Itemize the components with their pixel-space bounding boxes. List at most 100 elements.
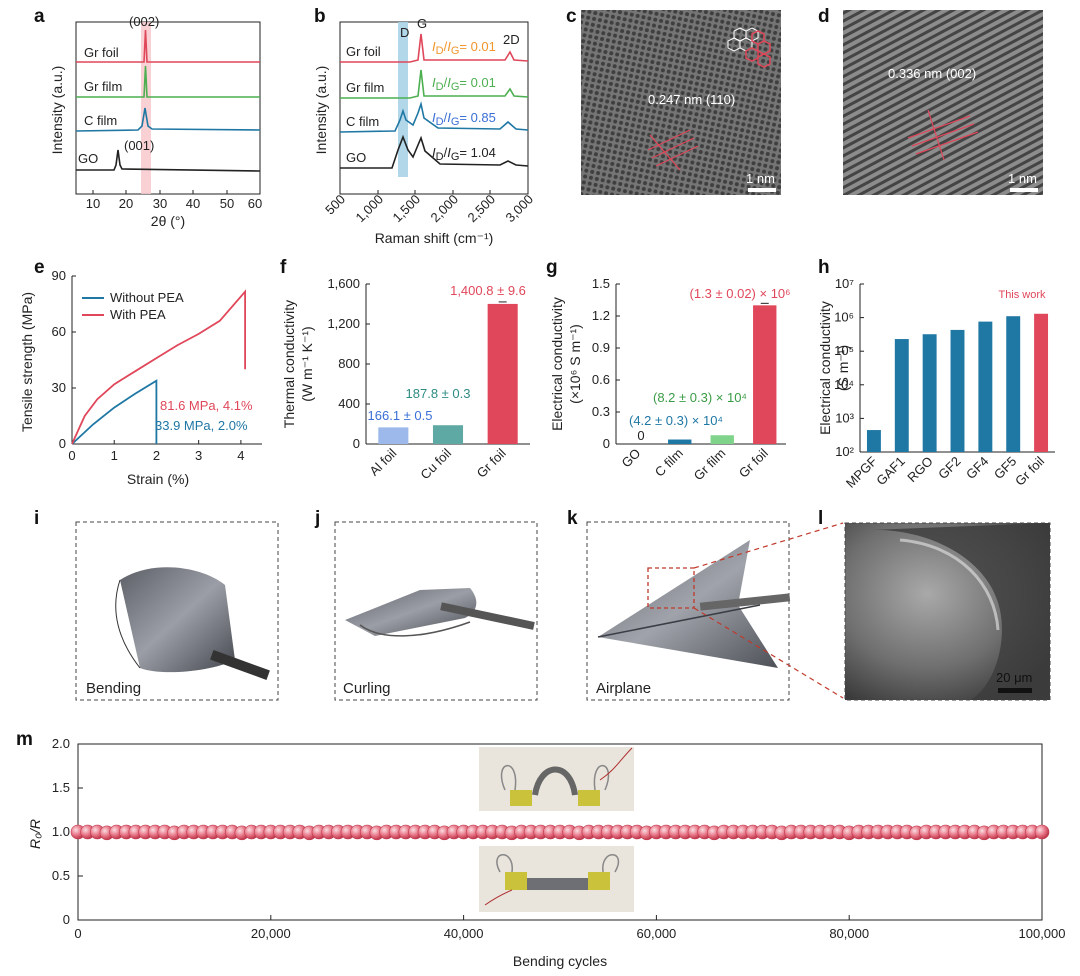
x-axis-label-m: Bending cycles	[513, 953, 607, 969]
tweezers-k	[699, 593, 791, 611]
panel-label-m: m	[16, 729, 33, 750]
scale-text-c: 1 nm	[746, 171, 775, 186]
x-tick: 20	[119, 196, 133, 211]
data-label: (4.2 ± 0.3) × 10⁴	[629, 413, 723, 428]
lattice-spacing-d: 0.336 nm (002)	[888, 66, 976, 81]
x-tick: 2,500	[465, 192, 499, 226]
x-tick-label: 0	[68, 448, 75, 463]
panel-b-raman: Gr foil Gr film C film GO D G 2D ID/IG= …	[313, 16, 536, 246]
panel-d-tem: 0.336 nm (002) 1 nm	[843, 10, 1043, 195]
data-label: 1,400.8 ± 9.6	[450, 283, 526, 298]
x-tick-label: GF2	[935, 454, 963, 482]
legend-label-with-pea: With PEA	[110, 307, 166, 322]
panel-label-b: b	[314, 6, 326, 27]
x-tick-label: 60,000	[637, 926, 677, 941]
panel-l-sem: 20 μm	[844, 522, 1051, 701]
y-tick-label: 800	[338, 356, 360, 371]
panel-g-electrical: 0 0.3 0.6 0.9 1.2 1.5 GO 0 C film (4.2 ± 0.3) × …	[549, 276, 791, 483]
peak-annotation-002: (002)	[129, 14, 159, 29]
data-label: 166.1 ± 0.5	[368, 408, 433, 423]
bar	[866, 430, 881, 452]
x-tick-label: 2	[153, 448, 160, 463]
scale-bar-c	[748, 188, 776, 192]
x-tick: 50	[220, 196, 234, 211]
y-axis-label-f-1: Thermal conductivity	[281, 300, 297, 428]
foil-bent-shape	[120, 567, 235, 673]
x-tick: 60	[248, 196, 262, 211]
annotation-without-pea: 33.9 MPa, 2.0%	[155, 418, 248, 433]
tem-image-d	[843, 10, 1043, 195]
trace-label-go: GO	[78, 151, 98, 166]
x-tick-label: 40,000	[444, 926, 484, 941]
ratio-gr-foil: ID/IG= 0.01	[432, 39, 496, 57]
y-tick-label: 1.0	[52, 824, 70, 839]
bar	[978, 321, 993, 452]
panel-label-k: k	[567, 508, 578, 529]
trace-gr-foil	[340, 33, 529, 63]
tem-image-c	[581, 10, 781, 195]
x-tick: 1,500	[390, 192, 424, 226]
x-tick-label: 3	[195, 448, 202, 463]
trace-label-c-film: C film	[346, 114, 379, 129]
y-tick-label: 10³	[835, 410, 854, 425]
ratio-gr-film: ID/IG= 0.01	[432, 75, 496, 93]
x-tick: 3,000	[503, 192, 537, 226]
y-tick-label: 0	[63, 912, 70, 927]
x-tick-label: 80,000	[829, 926, 869, 941]
bar	[1034, 313, 1049, 452]
lattice-lines-c	[647, 129, 699, 171]
trace-go	[76, 149, 261, 172]
panel-i-photo: Bending	[75, 521, 279, 701]
x-tick-label: Gr foil	[1012, 453, 1047, 488]
x-tick-label: GF4	[963, 454, 991, 482]
panel-c-tem: 0.247 nm (110) 1 nm	[581, 10, 781, 195]
x-tick: 40	[186, 196, 200, 211]
panel-label-l: l	[818, 508, 823, 529]
bar	[487, 303, 518, 444]
trace-label-gr-foil: Gr foil	[346, 44, 381, 59]
x-tick-label: 20,000	[251, 926, 291, 941]
peak-annotation-001: (001)	[124, 138, 154, 153]
trace-c-film	[75, 107, 261, 132]
bar	[894, 339, 909, 452]
trace-gr-film	[76, 65, 260, 98]
y-tick-label: 0	[353, 436, 360, 451]
x-tick-label: GAF1	[873, 454, 908, 489]
y-tick-label: 10⁴	[834, 377, 854, 392]
line-with-pea	[71, 289, 246, 445]
panel-labels: a b c d e f g h i j k l m	[16, 6, 830, 750]
scale-bar-l	[998, 688, 1032, 693]
x-axis-label-b: Raman shift (cm⁻¹)	[375, 230, 494, 246]
peak-label-g: G	[417, 16, 427, 31]
x-tick: 1,000	[353, 192, 387, 226]
y-tick-label: 1,600	[327, 276, 360, 291]
x-tick: 10	[86, 196, 100, 211]
y-tick-label: 30	[52, 380, 66, 395]
inset-photo-bent	[479, 747, 634, 811]
x-tick-label: Al foil	[366, 445, 399, 478]
trace-label-gr-foil: Gr foil	[84, 45, 119, 60]
bar	[1006, 316, 1021, 452]
y-tick-label: 0.5	[52, 868, 70, 883]
x-axis-ticks-a: 10 20 30 40 50 60	[86, 190, 262, 211]
bar	[922, 334, 937, 452]
panel-label-e: e	[34, 257, 45, 278]
trace-go	[340, 134, 529, 169]
x-tick-label: Gr foil	[736, 445, 771, 480]
y-tick-label: 1.2	[592, 308, 610, 323]
trace-label-gr-film: Gr film	[84, 79, 122, 94]
ratio-go: ID/IG= 1.04	[432, 145, 496, 163]
bar	[378, 427, 409, 444]
hexagon-overlay-red	[745, 30, 771, 68]
ratio-c-film: ID/IG= 0.85	[432, 110, 496, 128]
zoom-box-k	[647, 567, 695, 609]
panel-a-xrd: Gr foil Gr film C film GO (002) (001) 10…	[49, 14, 262, 229]
inset-photo-flat	[479, 846, 634, 912]
paper-airplane-shape	[598, 540, 778, 668]
data-label: 0	[637, 428, 644, 443]
bar	[432, 425, 464, 444]
peak-label-d: D	[400, 25, 409, 40]
y-tick-label: 0	[603, 436, 610, 451]
